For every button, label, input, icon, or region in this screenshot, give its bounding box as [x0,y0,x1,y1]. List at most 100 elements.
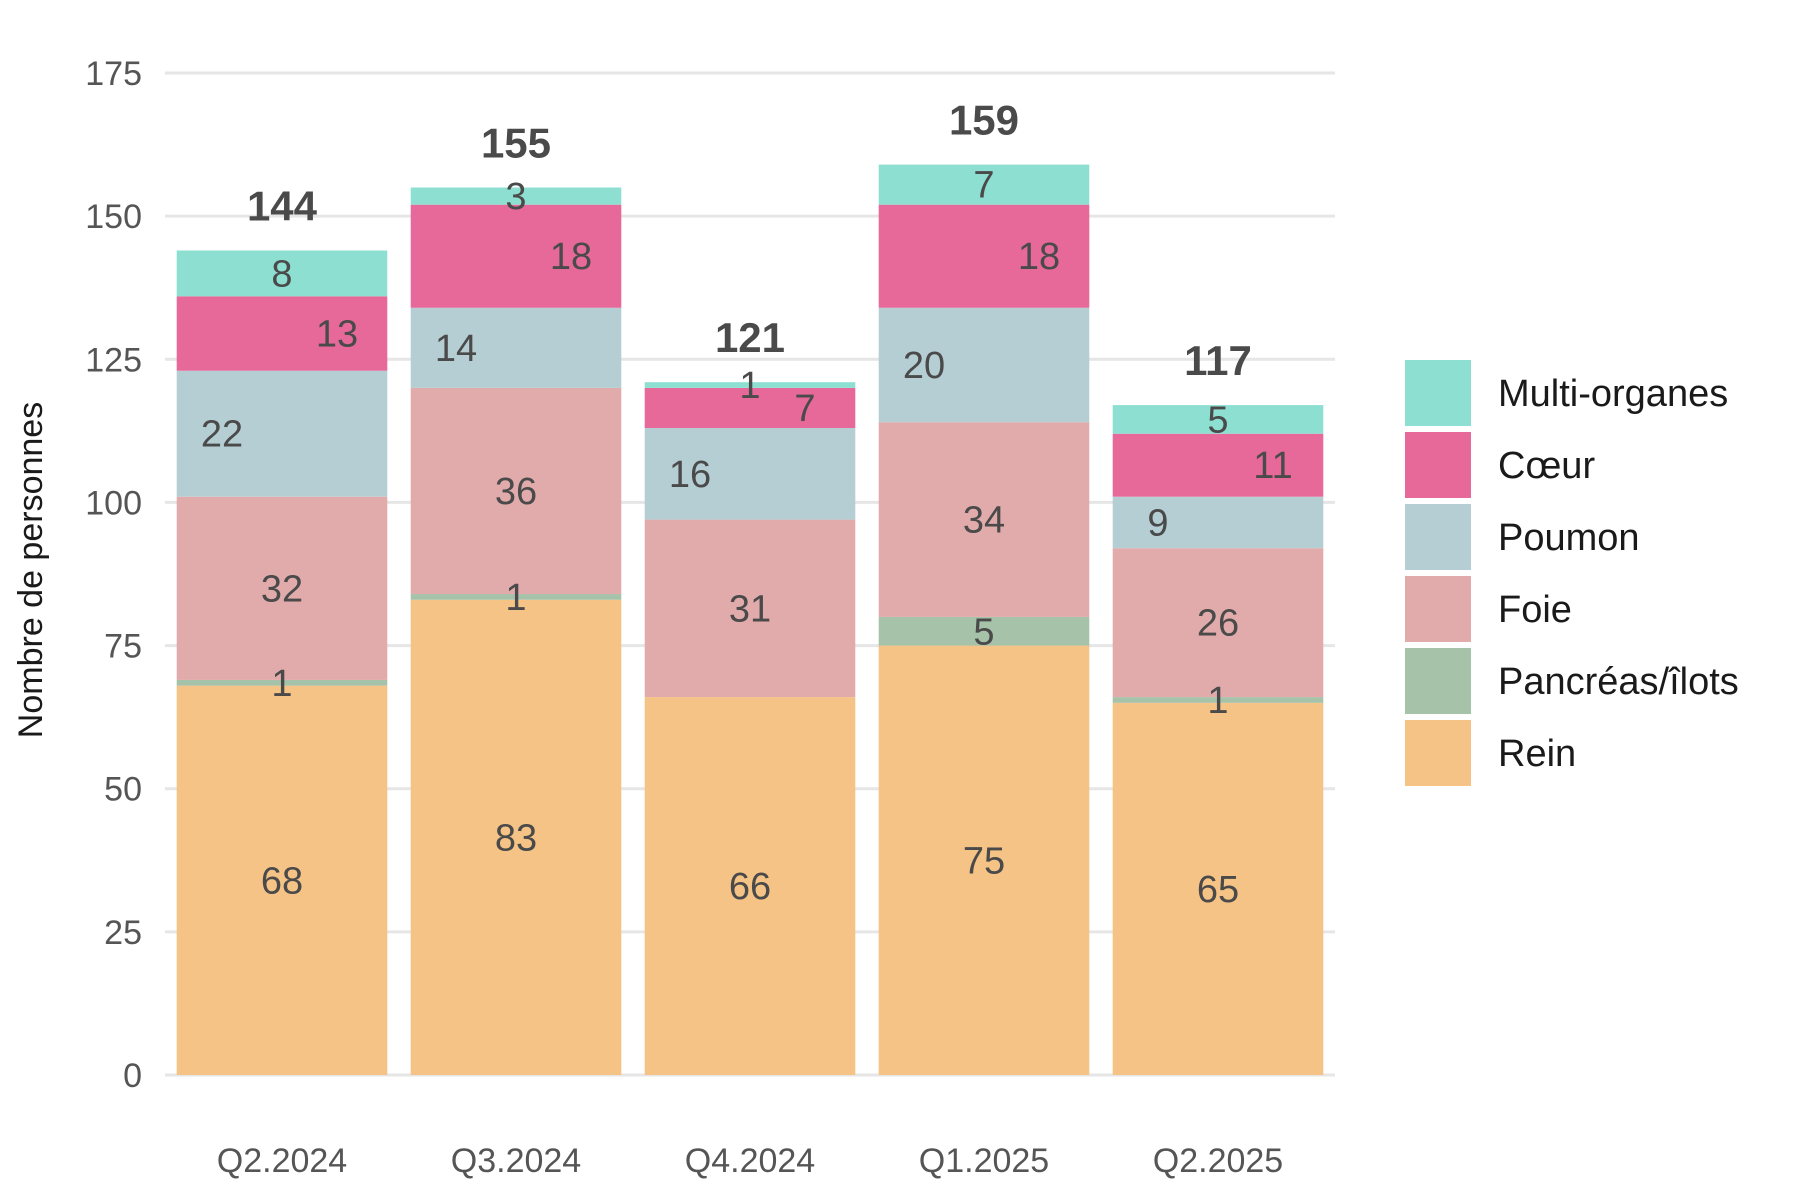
value-label: 7 [973,165,994,207]
legend-swatch [1405,504,1471,570]
bar-multi-organes-q2-2025 [1112,405,1324,434]
bars [176,164,1324,1075]
x-tick-label: Q3.2024 [451,1142,581,1180]
legend-label: Cœur [1498,445,1595,487]
bar-rein-q3-2024 [410,599,622,1075]
bar-rein-q4-2024 [644,697,856,1075]
value-label: 1 [1207,680,1228,722]
value-label: 83 [495,817,537,859]
legend-item-poumon: Poumon [1405,504,1640,570]
value-label: 20 [903,345,945,387]
value-label: 66 [729,866,771,908]
y-tick-label: 150 [85,198,142,236]
bar-multi-organes-q4-2024 [644,382,856,388]
x-axis-ticks: Q2.2024 Q3.2024 Q4.2024 Q1.2025 Q2.2025 [217,1142,1283,1180]
value-label: 65 [1197,869,1239,911]
legend-label: Pancréas/îlots [1498,661,1739,703]
y-tick-label: 50 [104,771,142,809]
bar-poumon-q3-2024 [410,307,622,388]
bar-multi-organes-q2-2024 [176,250,388,297]
legend-swatch [1405,576,1471,642]
value-label: 1 [271,663,292,705]
bar-poumon-q2-2024 [176,370,388,497]
bar-multi-organes-q3-2024 [410,187,622,205]
y-tick-label: 75 [104,628,142,666]
value-label: 7 [794,388,815,430]
x-tick-label: Q1.2025 [919,1142,1049,1180]
total-labels: 144 155 121 159 117 [247,97,1252,384]
y-tick-label: 100 [85,484,142,522]
bar-pancreas-ilots-q1-2025 [878,616,1090,646]
bar-coeur-q3-2024 [410,204,622,308]
bar-foie-q2-2025 [1112,548,1324,698]
segment-labels: 6813222138831361418366311671755342018765… [201,165,1293,911]
bar-coeur-q1-2025 [878,204,1090,308]
value-label: 5 [973,611,994,653]
bar-foie-q1-2025 [878,422,1090,617]
y-axis-ticks: 0 25 50 75 100 125 150 175 [85,55,142,1095]
value-label: 1 [505,577,526,619]
x-tick-label: Q2.2025 [1153,1142,1283,1180]
y-tick-label: 0 [123,1057,142,1095]
x-tick-label: Q2.2024 [217,1142,347,1180]
value-label: 31 [729,588,771,630]
value-label: 22 [201,414,243,456]
legend-label: Multi-organes [1498,373,1728,415]
total-label: 155 [481,120,551,167]
total-label: 159 [949,97,1019,144]
value-label: 18 [550,236,592,278]
value-label: 26 [1197,603,1239,645]
bar-coeur-q2-2024 [176,296,388,371]
bar-poumon-q2-2025 [1112,496,1324,549]
value-label: 5 [1207,399,1228,441]
total-label: 121 [715,314,785,361]
total-label: 117 [1184,337,1252,384]
bar-pancreas-ilots-q2-2024 [176,679,388,686]
value-label: 1 [739,365,760,407]
y-tick-label: 125 [85,341,142,379]
legend: Multi-organes Cœur Poumon Foie Pancréas/îlot… [1405,360,1739,786]
bar-foie-q4-2024 [644,519,856,698]
legend-label: Poumon [1498,517,1640,559]
bar-foie-q3-2024 [410,387,622,595]
bar-poumon-q1-2025 [878,307,1090,423]
value-label: 34 [963,500,1005,542]
value-label: 68 [261,860,303,902]
legend-swatch [1405,648,1471,714]
value-label: 11 [1253,445,1292,487]
value-label: 13 [316,314,358,356]
bar-rein-q2-2024 [176,685,388,1075]
legend-item-pancreas-ilots: Pancréas/îlots [1405,648,1739,714]
bar-poumon-q4-2024 [644,427,856,520]
legend-label: Rein [1498,733,1576,775]
legend-swatch [1405,360,1471,426]
bar-foie-q2-2024 [176,496,388,680]
value-label: 9 [1147,502,1168,544]
bar-pancreas-ilots-q3-2024 [410,594,622,600]
value-label: 18 [1018,236,1060,278]
bar-coeur-q2-2025 [1112,433,1324,497]
legend-label: Foie [1498,589,1572,631]
legend-swatch [1405,432,1471,498]
value-label: 3 [505,176,526,218]
value-label: 16 [669,454,711,496]
value-label: 36 [495,471,537,513]
value-label: 32 [261,568,303,610]
value-label: 14 [435,328,477,370]
bar-rein-q1-2025 [878,645,1090,1075]
legend-item-foie: Foie [1405,576,1572,642]
legend-item-coeur: Cœur [1405,432,1595,498]
legend-item-rein: Rein [1405,720,1576,786]
total-label: 144 [247,182,318,229]
y-tick-label: 25 [104,914,142,952]
legend-swatch [1405,720,1471,786]
value-label: 8 [271,253,292,295]
y-tick-label: 175 [85,55,142,93]
y-axis-title: Nombre de personnes [12,402,50,738]
legend-item-multi-organes: Multi-organes [1405,360,1728,426]
bar-rein-q2-2025 [1112,702,1324,1075]
x-tick-label: Q4.2024 [685,1142,815,1180]
bar-pancreas-ilots-q2-2025 [1112,697,1324,703]
value-label: 75 [963,840,1005,882]
